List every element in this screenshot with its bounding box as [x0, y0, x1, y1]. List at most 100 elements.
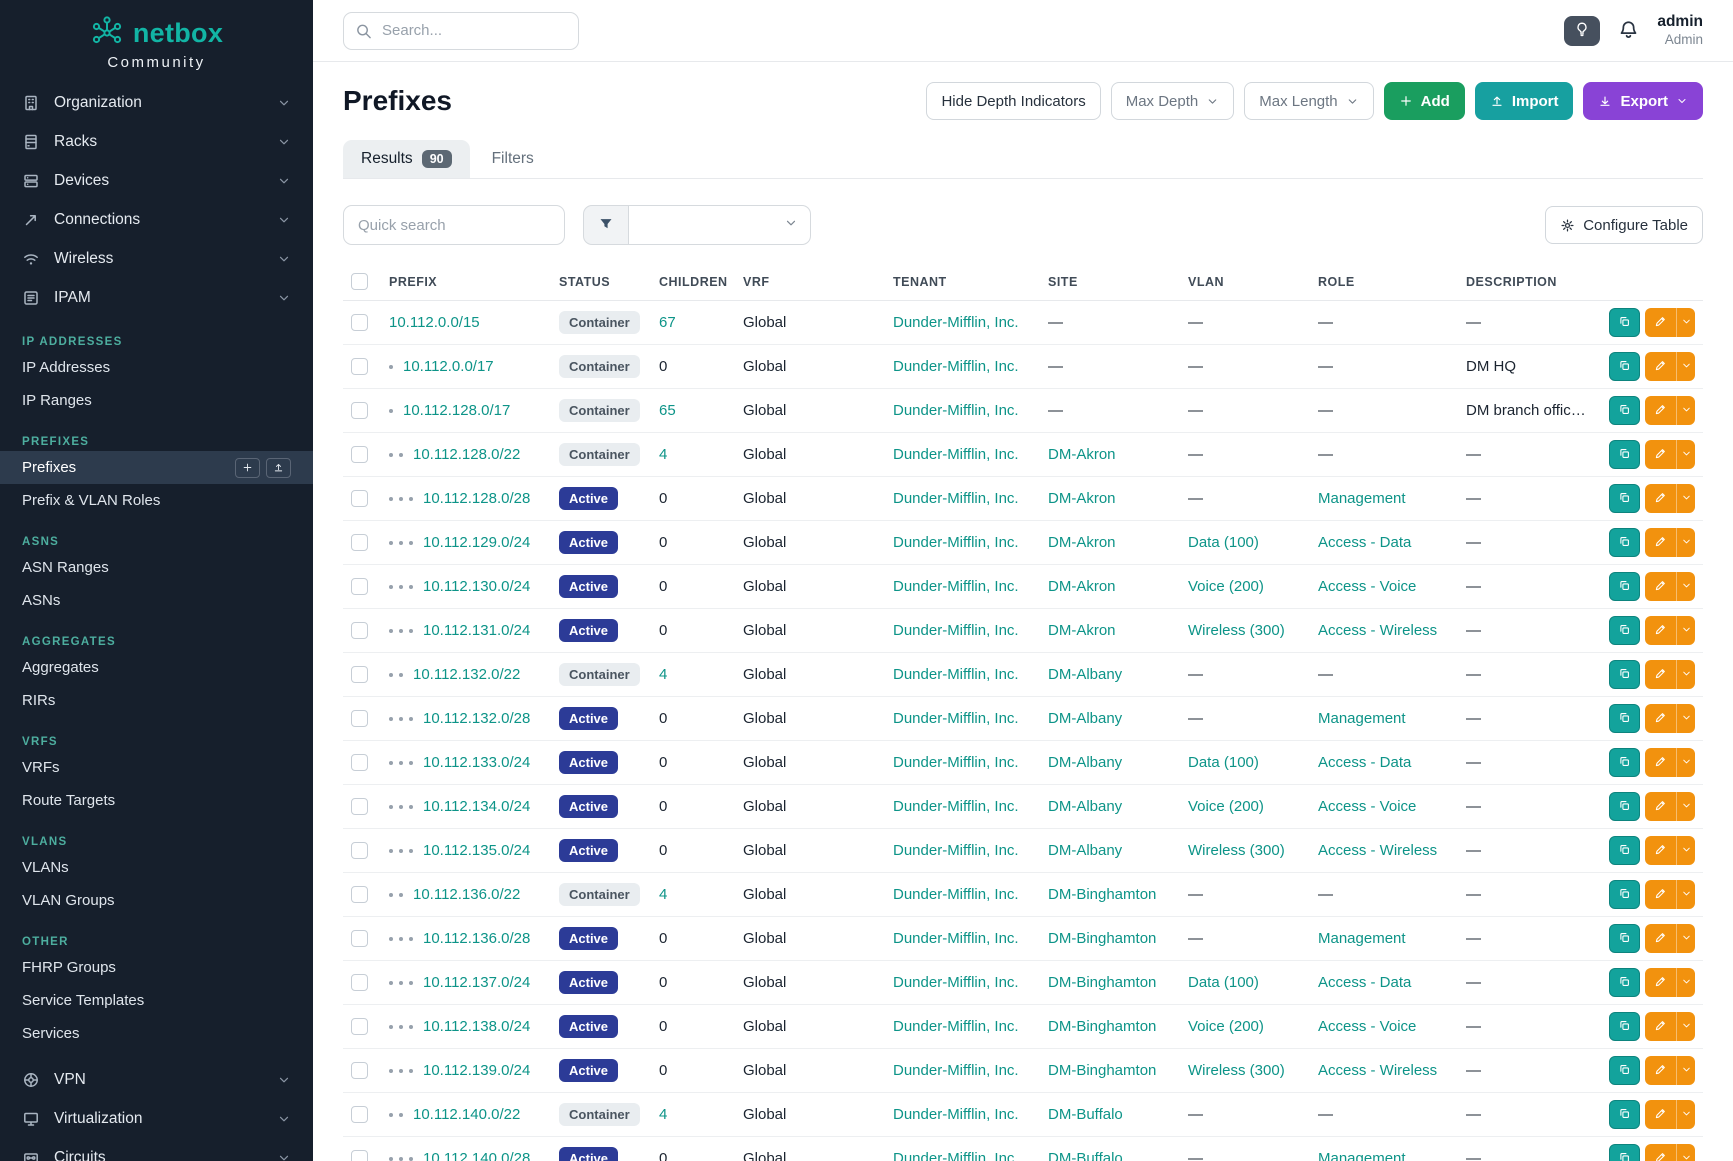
site-link[interactable]: DM-Akron: [1048, 490, 1116, 507]
tenant-link[interactable]: Dunder-Mifflin, Inc.: [893, 666, 1019, 683]
edit-dropdown-button[interactable]: [1676, 616, 1695, 645]
edit-button[interactable]: [1645, 748, 1676, 777]
site-link[interactable]: DM-Buffalo: [1048, 1106, 1123, 1123]
sidebar-item-prefix-vlan-roles[interactable]: Prefix & VLAN Roles: [0, 484, 313, 517]
sidebar-item-asn-ranges[interactable]: ASN Ranges: [0, 551, 313, 584]
role-link[interactable]: Access - Data: [1318, 974, 1412, 991]
copy-button[interactable]: [1609, 484, 1640, 513]
role-link[interactable]: Access - Wireless: [1318, 622, 1438, 639]
quick-import-button[interactable]: [266, 457, 291, 478]
export-button[interactable]: Export: [1583, 82, 1703, 120]
edit-button[interactable]: [1645, 704, 1676, 733]
edit-dropdown-button[interactable]: [1676, 660, 1695, 689]
col-header-vlan[interactable]: VLAN: [1180, 263, 1310, 301]
copy-button[interactable]: [1609, 440, 1640, 469]
copy-button[interactable]: [1609, 704, 1640, 733]
prefix-link[interactable]: 10.112.130.0/24: [423, 578, 531, 595]
tab-filters[interactable]: Filters: [491, 150, 534, 167]
tenant-link[interactable]: Dunder-Mifflin, Inc.: [893, 1062, 1019, 1079]
row-checkbox[interactable]: [351, 666, 368, 683]
site-link[interactable]: DM-Binghamton: [1048, 974, 1157, 991]
tenant-link[interactable]: Dunder-Mifflin, Inc.: [893, 578, 1019, 595]
row-checkbox[interactable]: [351, 798, 368, 815]
edit-button[interactable]: [1645, 1144, 1676, 1161]
children-count-link[interactable]: 4: [659, 446, 668, 463]
edit-dropdown-button[interactable]: [1676, 792, 1695, 821]
children-count-link[interactable]: 4: [659, 666, 668, 683]
col-header-children[interactable]: CHILDREN: [651, 263, 735, 301]
prefix-link[interactable]: 10.112.138.0/24: [423, 1018, 531, 1035]
edit-dropdown-button[interactable]: [1676, 748, 1695, 777]
prefix-link[interactable]: 10.112.0.0/17: [403, 358, 494, 375]
tenant-link[interactable]: Dunder-Mifflin, Inc.: [893, 1106, 1019, 1123]
tenant-link[interactable]: Dunder-Mifflin, Inc.: [893, 974, 1019, 991]
sidebar-item-service-templates[interactable]: Service Templates: [0, 984, 313, 1017]
children-count-link[interactable]: 4: [659, 886, 668, 903]
copy-button[interactable]: [1609, 308, 1640, 337]
prefix-link[interactable]: 10.112.140.0/28: [423, 1150, 531, 1161]
role-link[interactable]: Management: [1318, 490, 1406, 507]
copy-button[interactable]: [1609, 352, 1640, 381]
sidebar-item-ip-ranges[interactable]: IP Ranges: [0, 384, 313, 417]
sidebar-item-route-targets[interactable]: Route Targets: [0, 784, 313, 817]
edit-dropdown-button[interactable]: [1676, 1012, 1695, 1041]
edit-dropdown-button[interactable]: [1676, 880, 1695, 909]
max-depth-dropdown[interactable]: Max Depth: [1110, 82, 1235, 120]
edit-button[interactable]: [1645, 308, 1676, 337]
vlan-link[interactable]: Wireless (300): [1188, 622, 1285, 639]
role-link[interactable]: Access - Data: [1318, 534, 1412, 551]
prefix-link[interactable]: 10.112.139.0/24: [423, 1062, 531, 1079]
children-count-link[interactable]: 4: [659, 1106, 668, 1123]
select-all-checkbox[interactable]: [351, 273, 368, 290]
copy-button[interactable]: [1609, 880, 1640, 909]
edit-button[interactable]: [1645, 396, 1676, 425]
prefix-link[interactable]: 10.112.128.0/22: [413, 446, 521, 463]
sidebar-item-rirs[interactable]: RIRs: [0, 684, 313, 717]
tenant-link[interactable]: Dunder-Mifflin, Inc.: [893, 1150, 1019, 1161]
vlan-link[interactable]: Data (100): [1188, 534, 1259, 551]
col-header-status[interactable]: STATUS: [551, 263, 651, 301]
edit-button[interactable]: [1645, 352, 1676, 381]
sidebar-item-devices[interactable]: Devices: [0, 161, 313, 200]
prefix-link[interactable]: 10.112.128.0/17: [403, 402, 511, 419]
tenant-link[interactable]: Dunder-Mifflin, Inc.: [893, 886, 1019, 903]
row-checkbox[interactable]: [351, 358, 368, 375]
role-link[interactable]: Access - Voice: [1318, 798, 1417, 815]
edit-dropdown-button[interactable]: [1676, 968, 1695, 997]
prefix-link[interactable]: 10.112.136.0/28: [423, 930, 531, 947]
sidebar-item-organization[interactable]: Organization: [0, 83, 313, 122]
tenant-link[interactable]: Dunder-Mifflin, Inc.: [893, 1018, 1019, 1035]
col-header-vrf[interactable]: VRF: [735, 263, 885, 301]
tenant-link[interactable]: Dunder-Mifflin, Inc.: [893, 754, 1019, 771]
vlan-link[interactable]: Voice (200): [1188, 1018, 1264, 1035]
sidebar-item-virtualization[interactable]: Virtualization: [0, 1099, 313, 1138]
import-button[interactable]: Import: [1474, 82, 1574, 120]
edit-dropdown-button[interactable]: [1676, 352, 1695, 381]
edit-dropdown-button[interactable]: [1676, 308, 1695, 337]
site-link[interactable]: DM-Albany: [1048, 842, 1123, 859]
edit-dropdown-button[interactable]: [1676, 836, 1695, 865]
site-link[interactable]: DM-Albany: [1048, 710, 1123, 727]
prefix-link[interactable]: 10.112.131.0/24: [423, 622, 531, 639]
edit-button[interactable]: [1645, 880, 1676, 909]
theme-toggle-button[interactable]: [1564, 15, 1601, 46]
quick-search-input[interactable]: [343, 205, 565, 245]
prefix-link[interactable]: 10.112.0.0/15: [389, 314, 480, 331]
site-link[interactable]: DM-Akron: [1048, 622, 1116, 639]
prefix-link[interactable]: 10.112.129.0/24: [423, 534, 531, 551]
role-link[interactable]: Access - Voice: [1318, 1018, 1417, 1035]
copy-button[interactable]: [1609, 748, 1640, 777]
edit-dropdown-button[interactable]: [1676, 704, 1695, 733]
configure-table-button[interactable]: Configure Table: [1545, 206, 1703, 244]
edit-button[interactable]: [1645, 792, 1676, 821]
role-link[interactable]: Access - Data: [1318, 754, 1412, 771]
sidebar-item-circuits[interactable]: Circuits: [0, 1138, 313, 1161]
saved-filter-select[interactable]: [629, 205, 811, 245]
row-checkbox[interactable]: [351, 1106, 368, 1123]
max-length-dropdown[interactable]: Max Length: [1244, 82, 1374, 120]
tenant-link[interactable]: Dunder-Mifflin, Inc.: [893, 402, 1019, 419]
row-checkbox[interactable]: [351, 886, 368, 903]
quick-add-button[interactable]: [235, 457, 260, 478]
row-checkbox[interactable]: [351, 314, 368, 331]
sidebar-item-vrfs[interactable]: VRFs: [0, 751, 313, 784]
